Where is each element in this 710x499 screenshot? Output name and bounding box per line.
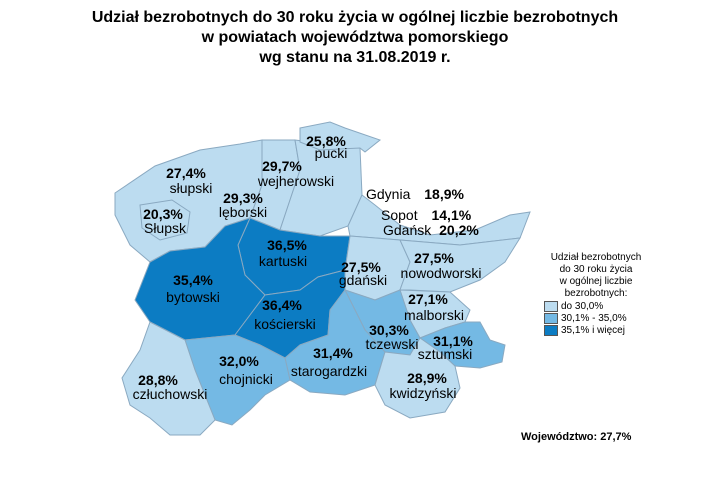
county-nowodworski[interactable] [399, 237, 521, 293]
name-slupsk: Słupsk [144, 220, 187, 236]
legend-swatch-high [544, 324, 558, 336]
city-sopot: Sopot 14,1% [381, 207, 471, 223]
legend-swatch-low [544, 300, 558, 312]
county-labels: 25,8% pucki 29,7% wejherowski 27,4% słup… [133, 133, 482, 402]
city-gdynia: Gdynia 18,9% [366, 186, 464, 202]
value-bytowski: 35,4% [173, 272, 213, 288]
county-layer [114, 121, 531, 436]
legend-label-mid: 30,1% - 35,0% [561, 312, 627, 324]
legend-title-line: bezrobotnych: [564, 288, 628, 299]
legend-item-mid: 30,1% - 35,0% [544, 312, 656, 324]
value-koscierski: 36,4% [262, 297, 302, 313]
name-gdanski: gdański [339, 272, 387, 288]
value-slupski: 27,4% [166, 165, 206, 181]
name-bytowski: bytowski [166, 289, 220, 305]
name-koscierski: kościerski [254, 316, 315, 332]
title-line-2: w powiatach województwa pomorskiego [201, 29, 509, 46]
legend-label-low: do 30,0% [561, 300, 604, 312]
county-kwidzynski[interactable] [374, 337, 461, 419]
county-starogardzki[interactable] [284, 289, 386, 396]
legend-title-line: Udział bezrobotnych [550, 252, 642, 263]
map-title: Udział bezrobotnych do 30 roku życia w o… [0, 8, 710, 68]
county-pucki[interactable] [299, 121, 382, 153]
legend-item-high: 35,1% i więcej [544, 324, 656, 336]
name-nowodworski: nowodworski [401, 265, 482, 281]
voivodeship-total: Województwo: 27,7% [521, 431, 632, 443]
value-gdanski: 27,5% [341, 259, 381, 275]
name-slupski: słupski [170, 180, 213, 196]
legend-title: Udział bezrobotnych do 30 roku życia w o… [536, 252, 656, 300]
county-czluchowski[interactable] [121, 321, 216, 436]
value-malborski: 27,1% [408, 291, 448, 307]
value-starogardzki: 31,4% [313, 345, 353, 361]
name-chojnicki: chojnicki [219, 371, 273, 387]
title-line-3: wg stanu na 31.08.2019 r. [259, 49, 451, 66]
city-gdansk-value: 20,2% [439, 222, 479, 238]
value-pucki: 25,8% [306, 133, 346, 149]
name-tczewski: tczewski [366, 336, 419, 352]
legend-label-high: 35,1% i więcej [561, 324, 625, 336]
value-kwidzynski: 28,9% [407, 370, 447, 386]
city-sopot-value: 14,1% [431, 207, 472, 223]
city-gdansk: Gdańsk 20,2% [383, 222, 479, 238]
value-tczewski: 30,3% [369, 322, 409, 338]
value-sztumski: 31,1% [433, 333, 473, 349]
value-chojnicki: 32,0% [219, 353, 259, 369]
legend-item-low: do 30,0% [544, 300, 656, 312]
name-starogardzki: starogardzki [291, 363, 367, 379]
city-gdynia-name: Gdynia [366, 186, 411, 202]
name-wejherowski: wejherowski [257, 173, 334, 189]
legend-title-line: do 30 roku życia [559, 264, 633, 275]
legend-swatch-mid [544, 312, 558, 324]
value-slupsk: 20,3% [143, 206, 183, 222]
legend-title-line: w ogólnej liczbie [559, 276, 633, 287]
city-gdansk-name: Gdańsk [383, 222, 432, 238]
city-gdynia-value: 18,9% [424, 186, 464, 202]
name-malborski: malborski [404, 307, 464, 323]
value-wejherowski: 29,7% [262, 158, 302, 174]
title-line-1: Udział bezrobotnych do 30 roku życia w o… [91, 9, 619, 26]
name-leborski: lęborski [219, 204, 267, 220]
name-kwidzynski: kwidzyński [390, 385, 457, 401]
name-kartuski: kartuski [259, 253, 307, 269]
value-leborski: 29,3% [223, 190, 263, 206]
city-sopot-name: Sopot [381, 207, 418, 223]
county-slupsk[interactable] [139, 199, 191, 241]
name-pucki: pucki [315, 145, 348, 161]
value-nowodworski: 27,5% [414, 250, 454, 266]
value-czluchowski: 28,8% [138, 372, 178, 388]
map-legend: Udział bezrobotnych do 30 roku życia w o… [536, 252, 656, 336]
name-sztumski: sztumski [418, 346, 472, 362]
value-kartuski: 36,5% [267, 237, 307, 253]
name-czluchowski: człuchowski [133, 386, 208, 402]
